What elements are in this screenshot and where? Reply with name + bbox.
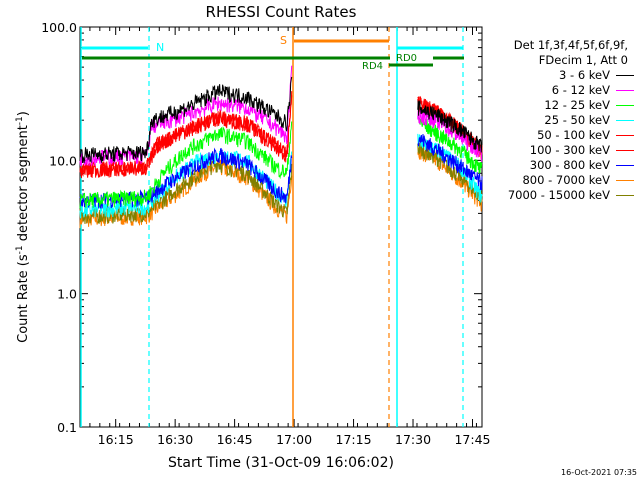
series-line-12-25keV <box>417 113 483 174</box>
rd0-label: RD0 <box>396 53 417 64</box>
x-tick-label: 17:00 <box>276 432 312 447</box>
series-line-3-6keV <box>417 100 483 153</box>
legend-label: 25 - 50 keV <box>544 113 610 127</box>
x-tick-label: 17:30 <box>395 432 431 447</box>
legend-label: 12 - 25 keV <box>544 98 610 112</box>
legend-header-2: FDecim 1, Att 0 <box>538 53 628 67</box>
legend-swatch <box>616 150 634 151</box>
y-tick-label: 1.0 <box>57 287 77 302</box>
legend: Det 1f,3f,4f,5f,6f,9f, FDecim 1, Att 0 3… <box>484 38 634 203</box>
legend-entry: 100 - 300 keV <box>484 143 634 158</box>
x-tick-label: 16:15 <box>98 432 134 447</box>
night-label: N <box>156 41 164 54</box>
x-tick-label: 16:45 <box>217 432 253 447</box>
x-axis-label: Start Time (31-Oct-09 16:06:02) <box>168 455 394 471</box>
legend-label: 3 - 6 keV <box>559 68 610 82</box>
y-tick-label: 100.0 <box>41 20 77 35</box>
legend-entry: 6 - 12 keV <box>484 83 634 98</box>
rd4-label: RD4 <box>362 61 383 72</box>
legend-label: 300 - 800 keV <box>529 158 610 172</box>
legend-label: 100 - 300 keV <box>529 143 610 157</box>
legend-entry: 12 - 25 keV <box>484 98 634 113</box>
timestamp: 16-Oct-2021 07:35 <box>561 468 637 477</box>
legend-swatch <box>616 90 634 91</box>
x-tick-label: 16:30 <box>157 432 193 447</box>
legend-label: 800 - 7000 keV <box>522 173 610 187</box>
series-line-3-6keV <box>79 76 293 164</box>
legend-swatch <box>616 120 634 121</box>
chart-title: RHESSI Count Rates <box>206 3 357 21</box>
legend-entry: 3 - 6 keV <box>484 68 634 83</box>
y-axis-label: Count Rate (s-1 detector segment-1) <box>15 111 31 343</box>
y-tick-label: 0.1 <box>57 420 77 435</box>
series-line-7000-15000keV <box>79 158 293 225</box>
legend-label: 7000 - 15000 keV <box>507 188 610 202</box>
legend-label: 6 - 12 keV <box>551 83 610 97</box>
legend-entry: 25 - 50 keV <box>484 113 634 128</box>
x-tick-label: 17:15 <box>336 432 372 447</box>
legend-label: 50 - 100 keV <box>537 128 610 142</box>
legend-entry: 800 - 7000 keV <box>484 173 634 188</box>
series-line-100-300keV <box>79 95 293 178</box>
legend-entry: 7000 - 15000 keV <box>484 188 634 203</box>
series-line-300-800keV <box>417 133 483 191</box>
series-line-300-800keV <box>79 147 293 210</box>
legend-swatch <box>616 75 634 76</box>
legend-header-1: Det 1f,3f,4f,5f,6f,9f, <box>513 38 628 52</box>
legend-swatch <box>616 165 634 166</box>
legend-swatch <box>616 180 634 181</box>
series-line-25-50keV <box>79 148 293 219</box>
series-line-12-25keV <box>79 121 293 209</box>
legend-entry: 50 - 100 keV <box>484 128 634 143</box>
legend-swatch <box>616 105 634 106</box>
plot-frame <box>79 26 483 428</box>
saa-label: S <box>280 34 287 47</box>
legend-entry: 300 - 800 keV <box>484 158 634 173</box>
y-tick-label: 10.0 <box>49 153 77 168</box>
x-tick-label: 17:45 <box>454 432 490 447</box>
legend-swatch <box>616 135 634 136</box>
legend-swatch <box>616 195 634 196</box>
